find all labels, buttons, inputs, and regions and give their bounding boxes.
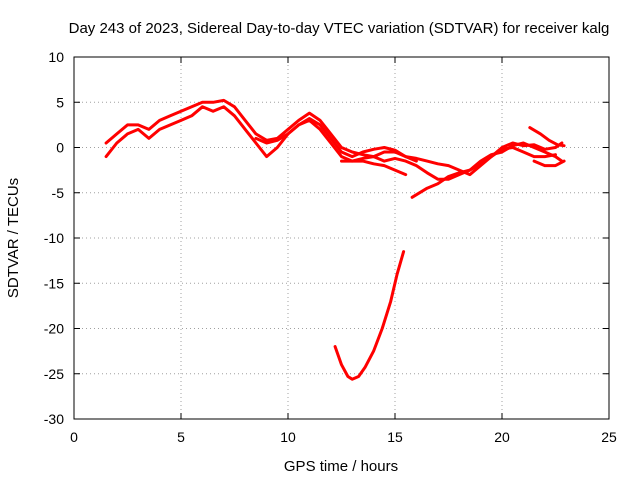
y-tick-label: 5 (56, 94, 64, 110)
y-tick-label: 0 (56, 140, 64, 156)
series-line-arc-8 (333, 250, 406, 381)
x-tick-label: 20 (494, 429, 510, 445)
y-tick-label: -25 (44, 366, 64, 382)
y-tick-label: -5 (52, 185, 65, 201)
series-line-arc-2 (104, 98, 418, 163)
series-line-arc-3 (254, 117, 564, 177)
x-tick-label: 0 (70, 429, 78, 445)
series-line-arc-6 (532, 159, 566, 168)
chart-title: Day 243 of 2023, Sidereal Day-to-day VTE… (69, 20, 610, 37)
x-axis-label: GPS time / hours (284, 458, 398, 475)
series-layer (104, 98, 566, 381)
y-axis-label: SDTVAR / TECUs (5, 178, 22, 298)
y-tick-label: 10 (48, 49, 64, 65)
y-tick-label: -15 (44, 275, 64, 291)
x-tick-label: 15 (387, 429, 403, 445)
series-line-arc-5 (410, 146, 557, 199)
x-tick-label: 5 (177, 429, 185, 445)
x-tick-label: 10 (280, 429, 296, 445)
x-tick-label: 25 (601, 429, 617, 445)
grid (74, 57, 609, 419)
y-tick-label: -20 (44, 321, 64, 337)
y-tick-label: -30 (44, 411, 64, 427)
series-line-arc-4 (340, 141, 564, 181)
series-line-arc-7 (528, 126, 566, 148)
y-tick-label: -10 (44, 230, 64, 246)
axis-ticks: 0 5 10 15 20 25 -30 -25 -20 -15 -10 -5 0 5 10 (44, 49, 617, 445)
